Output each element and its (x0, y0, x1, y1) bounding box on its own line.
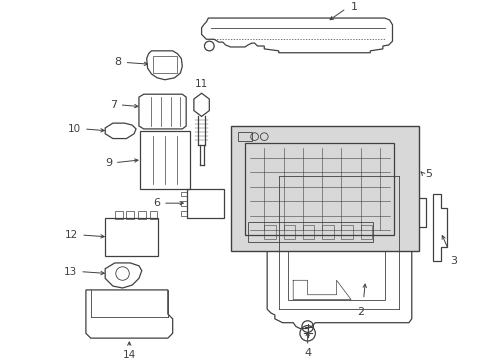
Bar (302, 225, 314, 239)
Text: 10: 10 (68, 124, 81, 134)
Text: 13: 13 (64, 267, 77, 276)
Bar (230, 126, 418, 251)
Bar (341, 225, 352, 239)
Bar (238, 132, 251, 141)
Bar (181, 201, 187, 206)
Bar (322, 225, 333, 239)
Text: 6: 6 (153, 198, 160, 208)
Bar (244, 143, 394, 235)
Text: 4: 4 (304, 348, 310, 358)
Bar (247, 222, 372, 242)
Bar (153, 56, 176, 73)
Text: 8: 8 (114, 57, 122, 67)
Bar (181, 192, 187, 197)
Text: 3: 3 (449, 256, 456, 266)
Bar (149, 211, 157, 219)
Bar (408, 198, 426, 227)
Bar (360, 225, 371, 239)
Text: 2: 2 (356, 307, 364, 317)
Text: 5: 5 (425, 169, 431, 179)
Bar (288, 242, 384, 300)
Bar (138, 211, 145, 219)
Text: 9: 9 (104, 158, 112, 168)
Text: 1: 1 (350, 3, 357, 13)
Text: 12: 12 (65, 230, 78, 240)
Bar (283, 225, 295, 239)
Bar (115, 211, 122, 219)
Bar (264, 225, 275, 239)
Bar (126, 211, 134, 219)
Bar (187, 189, 224, 217)
Text: 7: 7 (109, 100, 117, 110)
Bar (181, 211, 187, 216)
Text: 14: 14 (122, 350, 136, 360)
Text: 11: 11 (195, 80, 208, 89)
Bar (105, 217, 158, 256)
Bar (140, 131, 190, 189)
